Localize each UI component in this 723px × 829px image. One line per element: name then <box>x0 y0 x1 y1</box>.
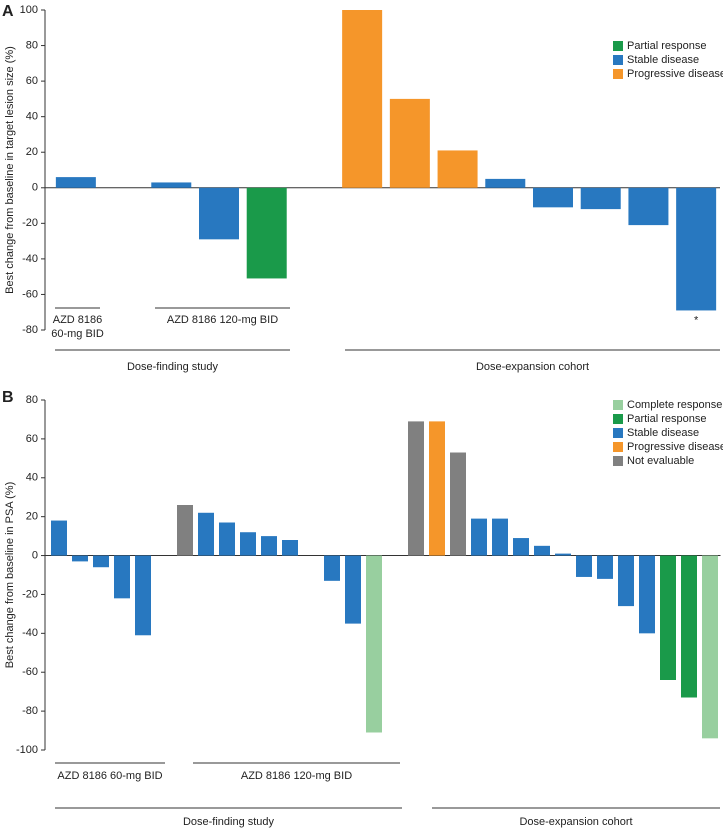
y-tick-label: 80 <box>26 39 38 51</box>
bar <box>660 555 676 680</box>
legend-label: Progressive disease <box>627 441 723 453</box>
bar <box>676 187 717 311</box>
bar <box>437 150 478 188</box>
y-tick-label: -60 <box>22 288 38 300</box>
bar <box>282 540 298 556</box>
bar <box>114 555 130 599</box>
bar <box>580 187 621 210</box>
legend-swatch <box>613 400 623 410</box>
legend-label: Complete response <box>627 399 722 411</box>
bar <box>366 555 382 733</box>
bar <box>533 187 573 208</box>
bar <box>342 10 383 188</box>
group-label: AZD 8186 60-mg BID <box>57 770 162 782</box>
panel-label: B <box>2 389 14 406</box>
legend-swatch <box>613 414 623 424</box>
bar <box>534 545 550 556</box>
legend-label: Not evaluable <box>627 455 694 467</box>
bar <box>639 555 655 634</box>
legend-swatch <box>613 55 623 65</box>
group-label: 60-mg BID <box>51 328 104 340</box>
y-axis-title: Best change from baseline in target lesi… <box>4 46 16 294</box>
bar <box>513 538 529 556</box>
bar <box>681 555 697 698</box>
y-tick-label: -40 <box>22 253 38 265</box>
legend-label: Partial response <box>627 413 707 425</box>
bar <box>198 512 214 556</box>
y-tick-label: -100 <box>16 744 38 756</box>
group-label: AZD 8186 120-mg BID <box>167 314 278 326</box>
bar <box>324 555 340 581</box>
annotation: * <box>694 314 699 326</box>
bar <box>135 555 151 636</box>
bar <box>389 98 430 188</box>
legend-label: Stable disease <box>627 427 699 439</box>
bar <box>219 522 235 556</box>
study-label: Dose-finding study <box>127 361 219 373</box>
study-label: Dose-expansion cohort <box>476 361 589 373</box>
bar <box>492 518 508 556</box>
bar <box>450 452 466 556</box>
bar <box>345 555 361 624</box>
bar <box>408 421 424 556</box>
bar <box>199 187 239 240</box>
y-tick-label: 20 <box>26 146 38 158</box>
bar <box>597 555 613 579</box>
y-tick-label: 80 <box>26 394 38 406</box>
bar <box>702 555 718 739</box>
y-axis-title: Best change from baseline in PSA (%) <box>4 482 16 668</box>
legend-swatch <box>613 428 623 438</box>
y-tick-label: -40 <box>22 627 38 639</box>
legend-swatch <box>613 456 623 466</box>
y-tick-label: 60 <box>26 433 38 445</box>
bar <box>93 555 109 568</box>
y-tick-label: 40 <box>26 472 38 484</box>
y-tick-label: 20 <box>26 511 38 523</box>
bar <box>51 520 67 556</box>
bar <box>429 421 445 556</box>
group-label: AZD 8186 <box>53 314 103 326</box>
study-label: Dose-finding study <box>183 816 275 828</box>
y-tick-label: 0 <box>32 549 38 561</box>
y-tick-label: -20 <box>22 217 38 229</box>
y-tick-label: -20 <box>22 588 38 600</box>
y-tick-label: -80 <box>22 705 38 717</box>
bar <box>246 187 287 279</box>
bar <box>576 555 592 577</box>
y-tick-label: 60 <box>26 75 38 87</box>
bar <box>618 555 634 607</box>
bar <box>555 553 571 556</box>
group-label: AZD 8186 120-mg BID <box>241 770 352 782</box>
legend-label: Stable disease <box>627 54 699 66</box>
y-tick-label: 40 <box>26 111 38 123</box>
bar <box>261 536 277 556</box>
bar <box>151 182 192 188</box>
bar <box>628 187 669 226</box>
bar <box>72 555 88 562</box>
study-label: Dose-expansion cohort <box>519 816 632 828</box>
legend-swatch <box>613 41 623 51</box>
legend-swatch <box>613 442 623 452</box>
legend-swatch <box>613 69 623 79</box>
legend-label: Progressive disease <box>627 68 723 80</box>
bar <box>471 518 487 556</box>
bar <box>55 177 96 188</box>
legend-label: Partial response <box>627 40 707 52</box>
bar <box>240 532 256 556</box>
bar <box>485 178 526 188</box>
y-tick-label: -80 <box>22 324 38 336</box>
panel-label: A <box>2 3 14 20</box>
y-tick-label: 0 <box>32 182 38 194</box>
y-tick-label: 100 <box>20 4 38 16</box>
y-tick-label: -60 <box>22 666 38 678</box>
bar <box>177 505 193 556</box>
